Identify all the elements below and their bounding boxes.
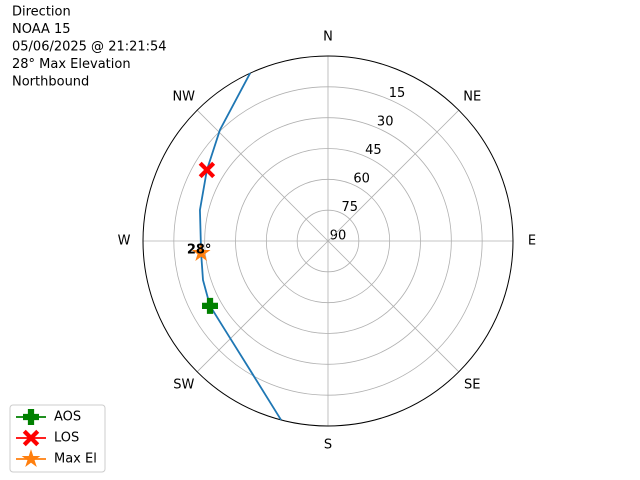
title-line: 28° Max Elevation — [12, 57, 131, 72]
title-line: Northbound — [12, 75, 89, 90]
point-marker — [198, 161, 216, 179]
legend-marker — [21, 449, 41, 467]
theta-tick-label: SE — [464, 378, 480, 393]
legend-label: LOS — [54, 431, 79, 446]
r-tick-label: 45 — [365, 143, 382, 158]
legend-marker — [22, 429, 40, 447]
title-line: Direction — [12, 5, 71, 20]
grid-spoke — [327, 240, 460, 373]
r-tick-label: 75 — [342, 200, 359, 215]
title-line: 05/06/2025 @ 21:21:54 — [12, 40, 167, 55]
r-tick-label: 15 — [389, 86, 406, 101]
theta-tick-label: S — [324, 438, 332, 453]
point-marker — [202, 297, 219, 314]
theta-tick-label: SW — [173, 378, 194, 393]
outer-circle — [142, 55, 514, 427]
grid-spoke — [196, 109, 329, 242]
point-marker — [191, 243, 211, 261]
legend-label: Max El — [54, 452, 97, 467]
theta-tick-label: NE — [463, 89, 481, 104]
grid-spoke — [327, 109, 460, 242]
theta-tick-label: E — [528, 234, 536, 249]
r-tick-label: 30 — [377, 115, 394, 130]
r-tick-label: 60 — [353, 172, 370, 187]
title-line: NOAA 15 — [12, 22, 71, 37]
plot: 28° — [187, 72, 282, 421]
legend-marker — [23, 409, 39, 425]
r-tick-label: 90 — [330, 229, 347, 244]
grid-spoke — [196, 240, 329, 373]
theta-tick-label: NW — [172, 89, 195, 104]
legend-label: AOS — [54, 410, 81, 425]
legend: AOS LOS Max El — [16, 409, 97, 467]
point-label: 28° — [187, 242, 212, 257]
grid: 15 30 45 60 75 90 N NE E SE S SW W NW — [118, 30, 537, 453]
theta-tick-label: N — [323, 30, 333, 45]
track-line — [199, 72, 282, 421]
theta-tick-label: W — [118, 234, 131, 249]
